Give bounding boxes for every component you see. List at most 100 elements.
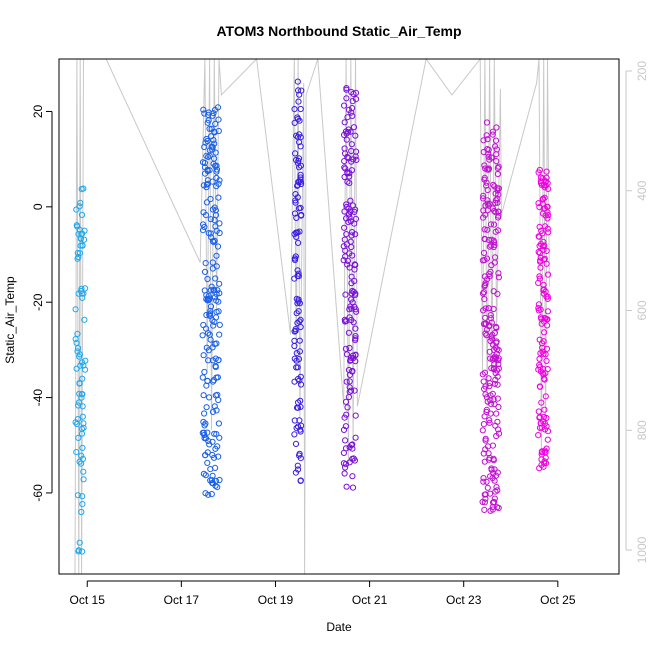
y-tick-label: 0 xyxy=(31,203,45,210)
data-point xyxy=(78,460,85,467)
data-point xyxy=(341,470,348,477)
data-point xyxy=(487,473,494,480)
data-point xyxy=(348,280,355,287)
data-point xyxy=(82,285,89,292)
data-point xyxy=(483,255,491,262)
data-point xyxy=(291,106,298,113)
data-point xyxy=(349,112,356,120)
data-point xyxy=(350,124,358,131)
data-point xyxy=(292,210,299,217)
data-point xyxy=(294,364,301,371)
data-point xyxy=(495,361,502,368)
data-point xyxy=(485,153,492,160)
data-point xyxy=(480,478,487,485)
data-point xyxy=(483,478,490,485)
data-point xyxy=(544,308,552,315)
data-point xyxy=(212,149,219,156)
data-point xyxy=(538,182,546,189)
chart-title: ATOM3 Northbound Static_Air_Temp xyxy=(216,23,461,39)
data-point xyxy=(216,290,223,297)
data-point xyxy=(341,224,348,231)
data-point xyxy=(486,417,493,424)
y2-tick-label: 800 xyxy=(635,420,649,440)
data-point xyxy=(488,236,495,243)
data-point xyxy=(295,87,302,94)
data-point xyxy=(296,117,303,124)
data-point xyxy=(484,136,491,143)
data-point xyxy=(206,311,213,318)
data-point xyxy=(536,273,543,280)
data-point xyxy=(297,403,304,410)
data-point xyxy=(295,308,302,315)
data-point xyxy=(492,228,499,235)
data-point xyxy=(492,353,499,360)
data-point xyxy=(485,236,493,244)
data-point xyxy=(480,475,487,482)
data-point xyxy=(291,355,298,362)
data-point xyxy=(77,199,84,206)
data-point xyxy=(215,308,222,315)
y2-tick-label: 400 xyxy=(635,180,649,200)
data-point xyxy=(291,328,298,335)
data-point xyxy=(212,482,219,489)
data-point xyxy=(214,484,221,491)
data-point xyxy=(538,340,546,347)
data-point xyxy=(347,197,354,204)
x-tick-label: Oct 21 xyxy=(352,593,388,607)
data-point xyxy=(485,305,492,312)
data-point xyxy=(543,174,550,181)
data-point xyxy=(352,351,359,358)
data-point xyxy=(480,421,487,428)
data-point xyxy=(486,383,493,390)
data-point xyxy=(206,441,213,448)
data-point xyxy=(294,462,301,469)
data-point xyxy=(343,201,350,208)
data-point xyxy=(540,195,547,202)
data-point xyxy=(541,329,548,336)
data-point xyxy=(352,325,359,332)
data-point xyxy=(483,406,490,413)
data-point xyxy=(536,414,543,421)
data-point xyxy=(76,539,83,546)
data-point xyxy=(495,274,502,281)
series-4 xyxy=(340,85,360,491)
data-point xyxy=(207,216,214,223)
data-point xyxy=(541,242,548,249)
data-point xyxy=(78,211,86,218)
data-point xyxy=(293,214,300,221)
data-point xyxy=(345,219,352,226)
data-point xyxy=(209,112,216,119)
data-point xyxy=(539,370,546,377)
data-point xyxy=(493,124,500,131)
data-point xyxy=(495,214,502,221)
data-point xyxy=(535,301,543,308)
data-point xyxy=(347,128,354,135)
data-point xyxy=(346,306,353,313)
data-point xyxy=(206,331,213,338)
data-point xyxy=(491,498,498,506)
data-point xyxy=(214,391,221,398)
data-point xyxy=(293,132,300,139)
data-point xyxy=(489,341,496,348)
data-point xyxy=(482,437,489,444)
data-point xyxy=(211,155,218,162)
data-point xyxy=(482,314,489,321)
data-point xyxy=(295,273,302,280)
x-axis: Oct 15 Oct 17 Oct 19 Oct 21 Oct 23 Oct 25 xyxy=(70,580,576,607)
data-point xyxy=(493,338,500,345)
data-point xyxy=(538,424,545,431)
data-point xyxy=(201,368,208,376)
data-point xyxy=(479,498,486,505)
data-point xyxy=(78,231,85,238)
data-point xyxy=(494,381,501,388)
data-point xyxy=(82,357,89,364)
data-point xyxy=(205,293,212,300)
data-point xyxy=(209,259,216,266)
data-point xyxy=(489,128,496,135)
series-2 xyxy=(199,104,223,498)
data-point xyxy=(487,221,495,228)
data-point xyxy=(545,212,552,219)
data-point xyxy=(349,473,356,480)
data-point xyxy=(293,310,300,317)
data-point xyxy=(292,191,299,198)
